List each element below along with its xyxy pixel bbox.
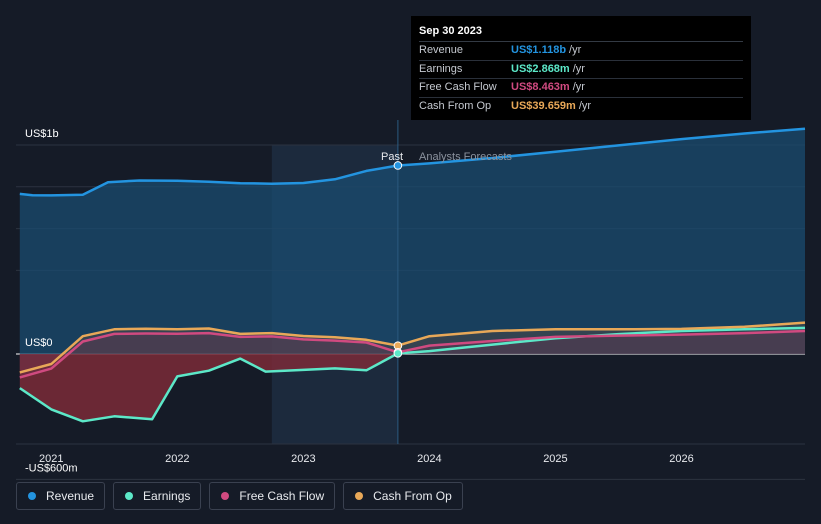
tooltip-row-unit: /yr	[578, 99, 592, 112]
legend-dot-icon	[28, 492, 36, 500]
earnings-area	[19, 353, 398, 422]
tooltip-date: Sep 30 2023	[419, 24, 743, 42]
tooltip-row: Revenue US$1.118b/yr	[419, 42, 743, 61]
x-tick-label: 2024	[417, 453, 441, 465]
legend-dot-icon	[221, 492, 230, 500]
tooltip-row-label: Free Cash Flow	[419, 81, 497, 93]
legend-label: Free Cash Flow	[239, 489, 325, 503]
revenue-area	[19, 128, 806, 354]
earnings-marker	[393, 349, 403, 358]
hover-markers	[393, 161, 403, 358]
series-areas	[19, 128, 806, 422]
x-tick-label: 2022	[165, 453, 189, 465]
legend-label: Cash From Op	[373, 489, 452, 503]
tooltip-row-value: US$8.463m	[511, 81, 570, 93]
tooltip-row-label: Revenue	[419, 44, 464, 56]
legend-dot-icon	[125, 492, 134, 500]
x-tick-label: 2025	[543, 453, 567, 465]
legend-item-cash-from-op[interactable]: Cash From Op	[343, 482, 463, 510]
tooltip-row-unit: /yr	[569, 44, 582, 56]
tooltip-row: Free Cash Flow US$8.463m/yr	[419, 79, 743, 98]
y-axis-labels: US$1b US$0 -US$600m	[25, 128, 78, 474]
legend-dot-icon	[355, 492, 364, 500]
tooltip-row-label: Earnings	[419, 62, 463, 75]
y-tick-label: US$0	[25, 337, 53, 349]
x-axis-labels: 2021 2022 2023 2024 2025 2026	[39, 453, 694, 465]
revenue-line	[19, 127, 806, 197]
tooltip-row-unit: /yr	[572, 81, 585, 93]
tooltip-row-label: Cash From Op	[419, 99, 492, 112]
analysts-forecasts-label: Analysts Forecasts	[419, 151, 512, 163]
legend-label: Revenue	[46, 489, 95, 503]
tooltip-row: Earnings US$2.868m/yr	[419, 61, 743, 79]
legend-item-free-cash-flow[interactable]: Free Cash Flow	[209, 482, 336, 510]
cash-from-op-line	[19, 321, 806, 374]
legend-item-revenue[interactable]: Revenue	[16, 482, 106, 510]
y-tick-label: US$1b	[25, 128, 59, 140]
tooltip-row-value: US$1.118b	[511, 44, 567, 56]
legend-item-earnings[interactable]: Earnings	[113, 482, 202, 510]
tooltip-row-value: US$2.868m	[511, 62, 570, 75]
x-tick-label: 2021	[39, 453, 63, 465]
data-tooltip: Sep 30 2023 Revenue US$1.118b/yr Earnings U…	[411, 16, 751, 120]
past-label: Past	[381, 151, 403, 163]
free-cash-flow-line	[19, 329, 806, 379]
legend-label: Earnings	[143, 489, 191, 503]
revenue-marker	[393, 161, 403, 170]
tooltip-row-unit: /yr	[572, 62, 585, 75]
free-cash-flow-area	[19, 331, 806, 378]
chart-legend: Revenue Earnings Free Cash Flow Cash From O…	[16, 482, 463, 512]
x-tick-label: 2026	[669, 453, 693, 465]
tooltip-row: Cash From Op US$39.659m/yr	[419, 98, 743, 116]
x-tick-label: 2023	[291, 453, 315, 465]
series-lines	[19, 127, 806, 423]
tooltip-row-value: US$39.659m	[511, 99, 576, 112]
y-tick-label: -US$600m	[25, 462, 78, 474]
